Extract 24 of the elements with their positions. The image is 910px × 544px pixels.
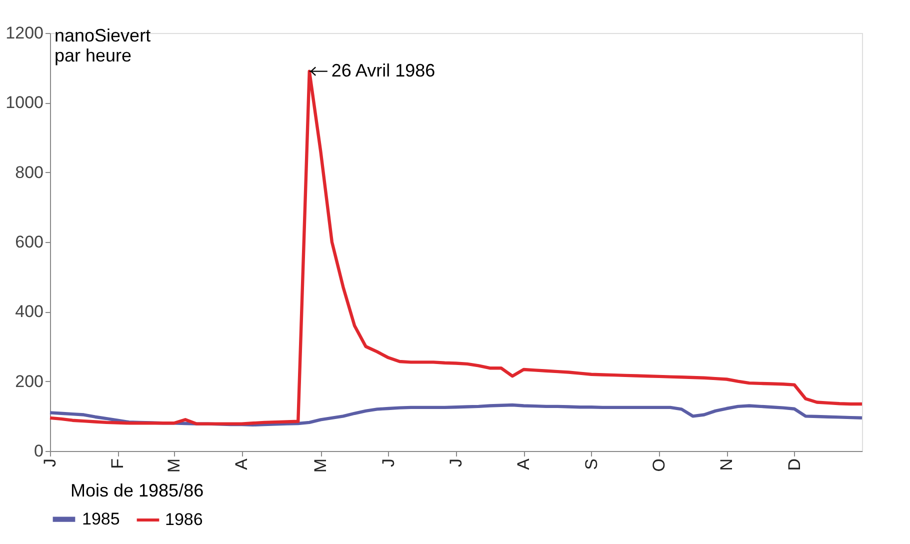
y-tick-label: 1000 xyxy=(6,93,44,112)
x-tick-label: F xyxy=(108,458,128,469)
x-tick-label: D xyxy=(784,458,804,471)
y-tick-label: 800 xyxy=(15,162,44,182)
legend-label: 1986 xyxy=(165,510,203,529)
x-tick-label: J xyxy=(446,458,466,467)
x-tick-label: J xyxy=(40,458,60,467)
y-tick-label: 0 xyxy=(34,442,44,460)
x-tick-label: M xyxy=(311,458,330,473)
annotation: 26 Avril 1986 xyxy=(331,60,436,80)
x-tick-label: O xyxy=(650,458,668,472)
legend-label: 1985 xyxy=(82,509,120,528)
y-axis-title: nanoSievert par heure xyxy=(54,26,151,66)
y-tick-label: 400 xyxy=(15,302,44,322)
x-tick-label: J xyxy=(378,458,398,467)
x-tick-label: M xyxy=(164,458,184,473)
y-tick-label: 200 xyxy=(15,372,44,391)
y-tick-label: 600 xyxy=(15,232,44,252)
x-tick-label: A xyxy=(232,458,252,470)
x-tick-label: S xyxy=(582,458,601,470)
x-tick-label: A xyxy=(514,458,534,470)
y-tick-label: 1200 xyxy=(6,24,44,42)
x-axis-title: Mois de 1985/86 xyxy=(70,480,204,501)
x-tick-label: N xyxy=(717,458,736,471)
